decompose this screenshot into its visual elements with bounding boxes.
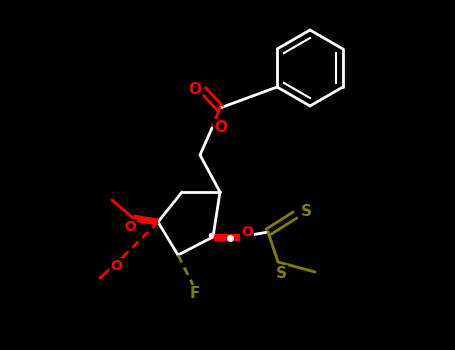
Text: F: F <box>190 287 200 301</box>
Text: S: S <box>300 204 312 219</box>
Text: O: O <box>241 225 253 239</box>
Text: O: O <box>124 220 136 234</box>
Text: O: O <box>188 83 202 98</box>
Text: O: O <box>214 120 228 135</box>
Text: O: O <box>110 259 122 273</box>
Text: S: S <box>275 266 287 281</box>
